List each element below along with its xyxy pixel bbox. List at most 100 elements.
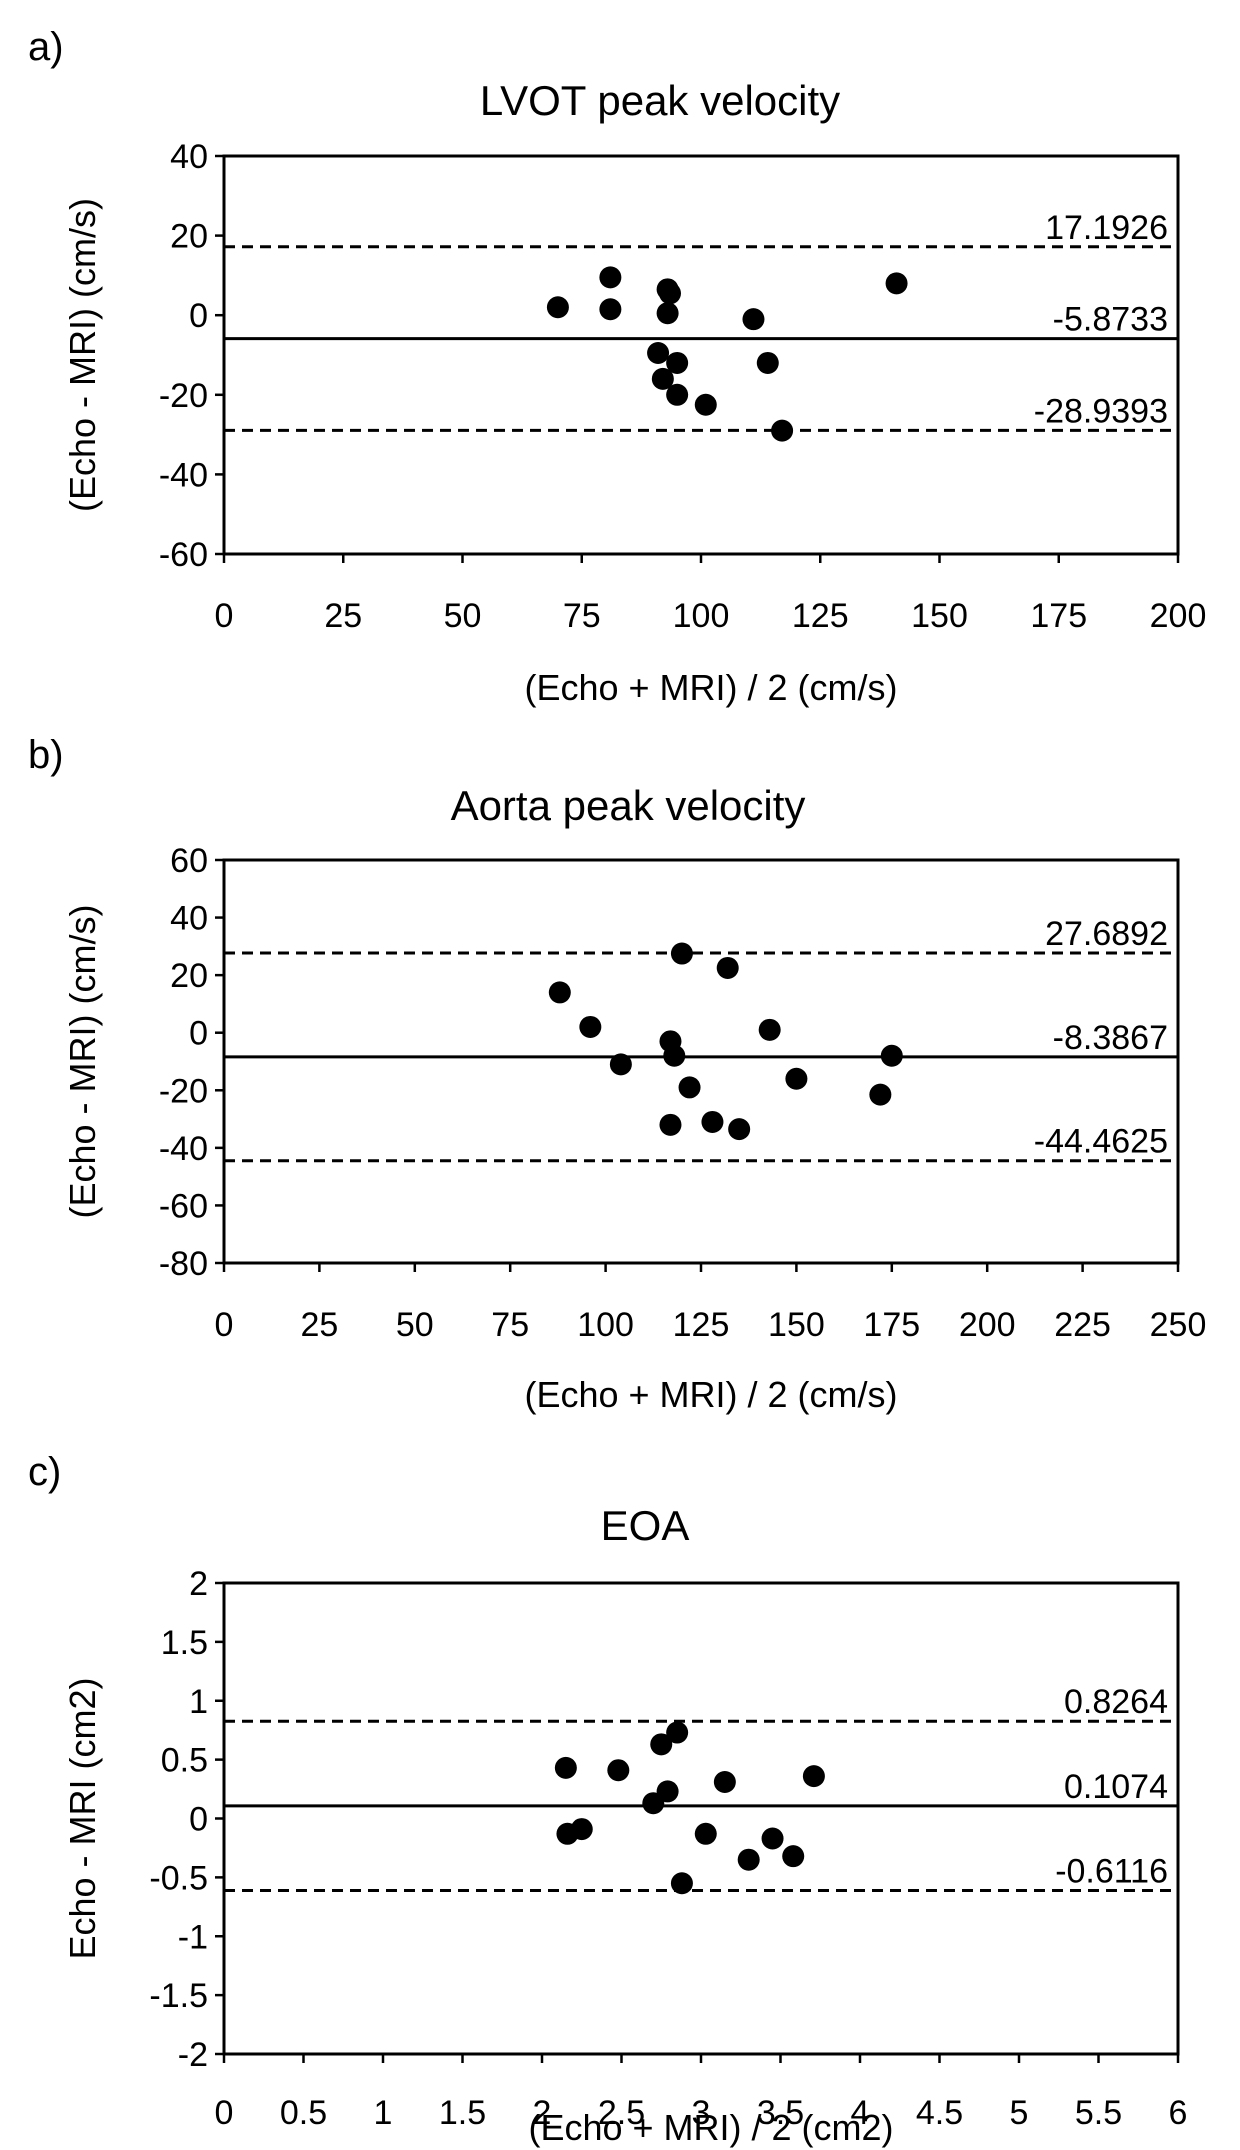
y-tick-label: 0	[189, 297, 208, 335]
data-point	[670, 1872, 693, 1895]
y-tick-label: 0	[189, 1801, 208, 1839]
mean-label: 0.1074	[1064, 1768, 1168, 1806]
y-tick-label: 1.5	[161, 1624, 208, 1662]
data-point	[785, 1067, 808, 1090]
y-tick-label: -0.5	[149, 1859, 208, 1897]
data-point	[650, 1733, 673, 1756]
x-tick-label: 125	[673, 1306, 730, 1344]
y-tick-label: -60	[159, 536, 208, 574]
data-point	[869, 1083, 892, 1106]
x-tick-label: 150	[911, 597, 968, 635]
data-point	[656, 1780, 679, 1803]
data-point	[663, 1044, 686, 1067]
data-point	[761, 1827, 784, 1850]
data-point	[599, 266, 622, 289]
x-tick-label: 175	[1030, 597, 1087, 635]
data-point	[548, 981, 571, 1004]
x-axis-label: (Echo + MRI) / 2 (cm/s)	[524, 667, 897, 708]
x-tick-label: 175	[863, 1306, 920, 1344]
data-point	[670, 942, 693, 965]
x-tick-label: 25	[324, 597, 362, 635]
x-tick-label: 4.5	[916, 2094, 963, 2132]
data-point	[885, 272, 908, 295]
data-point	[656, 302, 679, 325]
data-point	[701, 1110, 724, 1133]
x-tick-label: 6	[1169, 2094, 1188, 2132]
lower_limit-label: -28.9393	[1034, 392, 1168, 430]
y-tick-label: -40	[159, 456, 208, 494]
data-point	[666, 1721, 689, 1744]
chart-panel-2: b)Aorta peak velocity6040200-20-40-60-80…	[28, 733, 1206, 1415]
data-point	[666, 351, 689, 374]
x-tick-label: 200	[1150, 597, 1207, 635]
x-tick-label: 50	[444, 597, 482, 635]
y-tick-label: 60	[170, 842, 208, 880]
data-point	[728, 1118, 751, 1141]
y-tick-label: -40	[159, 1130, 208, 1168]
x-axis-label: (Echo + MRI) / 2 (cm2)	[528, 2107, 893, 2148]
x-tick-label: 150	[768, 1306, 825, 1344]
x-tick-label: 1	[374, 2094, 393, 2132]
y-tick-label: -60	[159, 1187, 208, 1225]
y-tick-label: -2	[178, 2036, 208, 2074]
lower_limit-label: -44.4625	[1034, 1123, 1168, 1161]
data-point	[554, 1756, 577, 1779]
data-point	[659, 1113, 682, 1136]
data-point	[579, 1015, 602, 1038]
x-tick-label: 5.5	[1075, 2094, 1122, 2132]
data-point	[771, 419, 794, 442]
x-tick-label: 4	[851, 2094, 870, 2132]
data-point	[713, 1770, 736, 1793]
data-point	[647, 342, 670, 365]
data-point	[742, 308, 765, 331]
y-tick-label: 1	[189, 1683, 208, 1721]
y-tick-label: 2	[189, 1565, 208, 1603]
y-tick-label: -20	[159, 377, 208, 415]
x-tick-label: 50	[396, 1306, 434, 1344]
x-axis-label: (Echo + MRI) / 2 (cm/s)	[524, 1374, 897, 1415]
data-point	[599, 298, 622, 321]
plot-area	[222, 858, 1180, 1265]
lower_limit-label: -0.6116	[1055, 1853, 1168, 1891]
plot-area	[222, 154, 1180, 556]
x-tick-label: 2.5	[598, 2094, 645, 2132]
data-point	[607, 1759, 630, 1782]
x-tick-label: 75	[491, 1306, 529, 1344]
chart-title: EOA	[601, 1502, 690, 1549]
panel-label: c)	[28, 1450, 61, 1494]
data-point	[716, 956, 739, 979]
y-tick-label: 20	[170, 218, 208, 256]
chart-title: Aorta peak velocity	[451, 782, 806, 829]
y-tick-label: 0.5	[161, 1742, 208, 1780]
y-tick-label: 40	[170, 900, 208, 938]
x-tick-label: 5	[1010, 2094, 1029, 2132]
x-tick-label: 200	[959, 1306, 1016, 1344]
data-point	[737, 1848, 760, 1871]
data-point	[758, 1018, 781, 1041]
panel-label: a)	[28, 25, 64, 69]
y-axis-label: (Echo - MRI) (cm/s)	[62, 905, 103, 1219]
x-tick-label: 0	[215, 597, 234, 635]
data-point	[570, 1818, 593, 1841]
x-tick-label: 250	[1150, 1306, 1207, 1344]
data-point	[756, 351, 779, 374]
upper_limit-label: 27.6892	[1045, 915, 1168, 953]
data-point	[880, 1044, 903, 1067]
x-tick-label: 2	[533, 2094, 552, 2132]
data-point	[666, 383, 689, 406]
upper_limit-label: 17.1926	[1045, 209, 1168, 247]
data-point	[651, 367, 674, 390]
x-tick-label: 0	[215, 2094, 234, 2132]
data-point	[694, 393, 717, 416]
y-tick-label: -20	[159, 1072, 208, 1110]
data-point	[678, 1076, 701, 1099]
x-tick-label: 3.5	[757, 2094, 804, 2132]
x-tick-label: 25	[300, 1306, 338, 1344]
chart-title: LVOT peak velocity	[480, 77, 840, 124]
y-axis-label: (Echo - MRI) (cm/s)	[62, 198, 103, 512]
data-point	[609, 1053, 632, 1076]
x-tick-label: 75	[563, 597, 601, 635]
